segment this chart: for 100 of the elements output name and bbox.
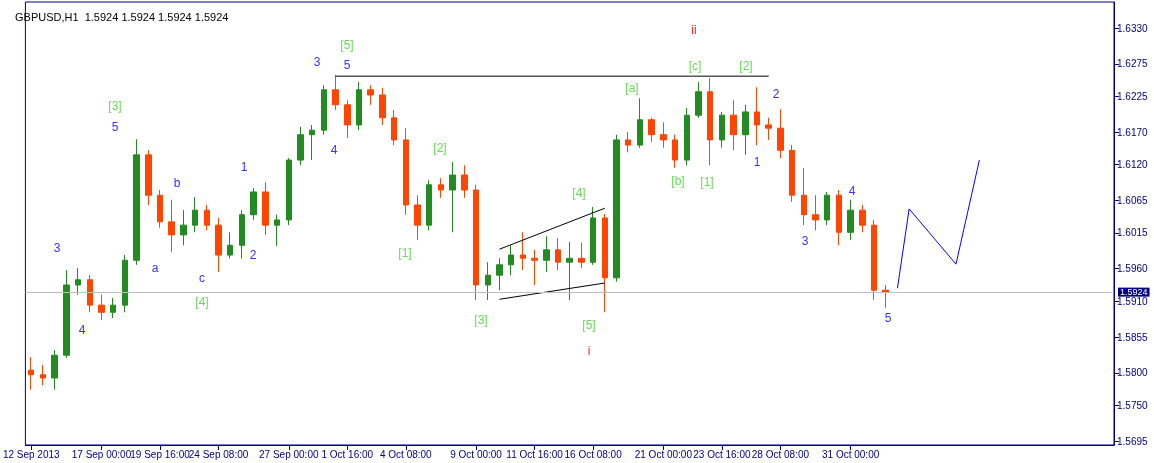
candlestick <box>812 194 819 231</box>
candlestick <box>847 199 854 241</box>
candlestick <box>684 107 690 166</box>
candlestick <box>707 77 713 166</box>
candlestick <box>110 297 116 319</box>
candlestick <box>882 284 889 309</box>
candlestick <box>98 294 105 321</box>
x-tick-label: 11 Oct 16:00 <box>506 448 564 460</box>
candlestick <box>625 131 631 153</box>
annotation: 3 <box>313 55 321 69</box>
x-tick-label: 24 Sep 08:00 <box>188 448 249 460</box>
y-tick-label: 1.5855 <box>1117 331 1149 343</box>
y-tick-label: 1.6170 <box>1117 126 1149 138</box>
candlestick <box>379 87 386 126</box>
candlestick <box>250 187 257 221</box>
candlestick <box>473 184 479 301</box>
candlestick <box>695 81 702 119</box>
candlestick <box>192 196 198 233</box>
candlestick <box>754 86 760 146</box>
candlestick <box>824 191 830 226</box>
annotation: [4] <box>572 186 586 200</box>
candlestick <box>508 244 514 276</box>
candlestick <box>789 144 795 203</box>
y-tick-label: 1.6120 <box>1117 159 1149 171</box>
candlestick <box>414 194 421 241</box>
annotation: [1] <box>398 246 412 260</box>
candlestick <box>344 99 351 139</box>
candlestick <box>274 214 280 247</box>
x-tick-label: 28 Oct 08:00 <box>751 448 810 460</box>
y-tick-label: 1.6015 <box>1117 227 1149 239</box>
annotation: [c] <box>688 59 702 73</box>
x-tick-label: 1 Oct 16:00 <box>321 448 374 460</box>
candlestick <box>859 204 866 233</box>
candlestick <box>51 349 58 391</box>
candlestick <box>777 108 784 159</box>
annotation: 1 <box>753 155 761 169</box>
candlestick <box>403 127 409 216</box>
candlestick <box>438 177 444 199</box>
annotation: ii <box>691 23 697 37</box>
y-tick-label: 1.6225 <box>1117 90 1149 102</box>
annotation: 5 <box>884 311 892 325</box>
annotation: [1] <box>700 175 714 189</box>
annotation: 4 <box>78 323 86 337</box>
candlestick <box>426 179 432 231</box>
annotation: [5] <box>340 38 354 52</box>
candlestick <box>63 269 70 359</box>
candlestick <box>215 217 222 273</box>
annotation: 4 <box>848 184 856 198</box>
annotation: b <box>173 176 181 190</box>
candlestick <box>531 249 538 286</box>
candlestick <box>660 121 667 149</box>
candlestick <box>496 257 503 291</box>
candlestick <box>332 74 339 111</box>
candlestick <box>262 181 269 236</box>
candlestick <box>637 97 643 149</box>
y-tick-label: 1.5750 <box>1117 399 1149 411</box>
annotation: 1 <box>240 160 248 174</box>
candlestick <box>520 231 526 271</box>
candlestick <box>297 126 304 166</box>
line-series <box>896 159 980 289</box>
candlestick <box>449 161 456 233</box>
annotation: c <box>199 271 205 285</box>
candlestick <box>180 209 187 246</box>
candlestick <box>648 117 655 143</box>
candlestick <box>75 267 81 296</box>
candlestick <box>613 134 620 283</box>
candlestick <box>836 189 842 246</box>
candlestick <box>204 204 210 231</box>
y-tick-label: 1.5695 <box>1117 435 1149 447</box>
candlestick <box>461 164 468 199</box>
candlestick <box>87 274 93 313</box>
x-tick-label: 31 Oct 00:00 <box>821 448 880 460</box>
x-tick-label: 12 Sep 2013 <box>2 448 61 460</box>
candlestick <box>602 213 608 313</box>
candlestick <box>590 206 596 266</box>
x-tick-label: 4 Oct 08:00 <box>379 448 433 460</box>
annotation: [5] <box>582 318 596 332</box>
annotation: 5 <box>111 120 119 134</box>
y-tick-label: 1.5800 <box>1117 367 1149 379</box>
y-tick-label: 1.5910 <box>1117 295 1149 307</box>
x-tick-label: 21 Oct 00:00 <box>634 448 693 460</box>
candlestick <box>356 81 362 131</box>
y-tick-label: 1.6065 <box>1117 194 1149 206</box>
annotation: 3 <box>53 241 61 255</box>
annotation: [3] <box>474 313 488 327</box>
candlestick <box>239 209 245 259</box>
candlestick <box>309 124 315 161</box>
candlestick <box>485 261 491 301</box>
annotation: [2] <box>433 141 447 155</box>
candlestick <box>321 84 327 136</box>
x-tick-label: 9 Oct 00:00 <box>450 448 503 460</box>
y-tick-label: 1.6330 <box>1117 22 1149 34</box>
x-tick-label: 17 Sep 00:00 <box>71 448 132 460</box>
annotation: [b] <box>671 174 685 188</box>
candlestick <box>543 235 550 273</box>
annotation: 3 <box>801 234 809 248</box>
candlestick <box>227 231 233 259</box>
x-tick-label: 27 Sep 00:00 <box>259 448 319 460</box>
annotation: 2 <box>772 87 780 101</box>
candlestick <box>578 242 585 269</box>
